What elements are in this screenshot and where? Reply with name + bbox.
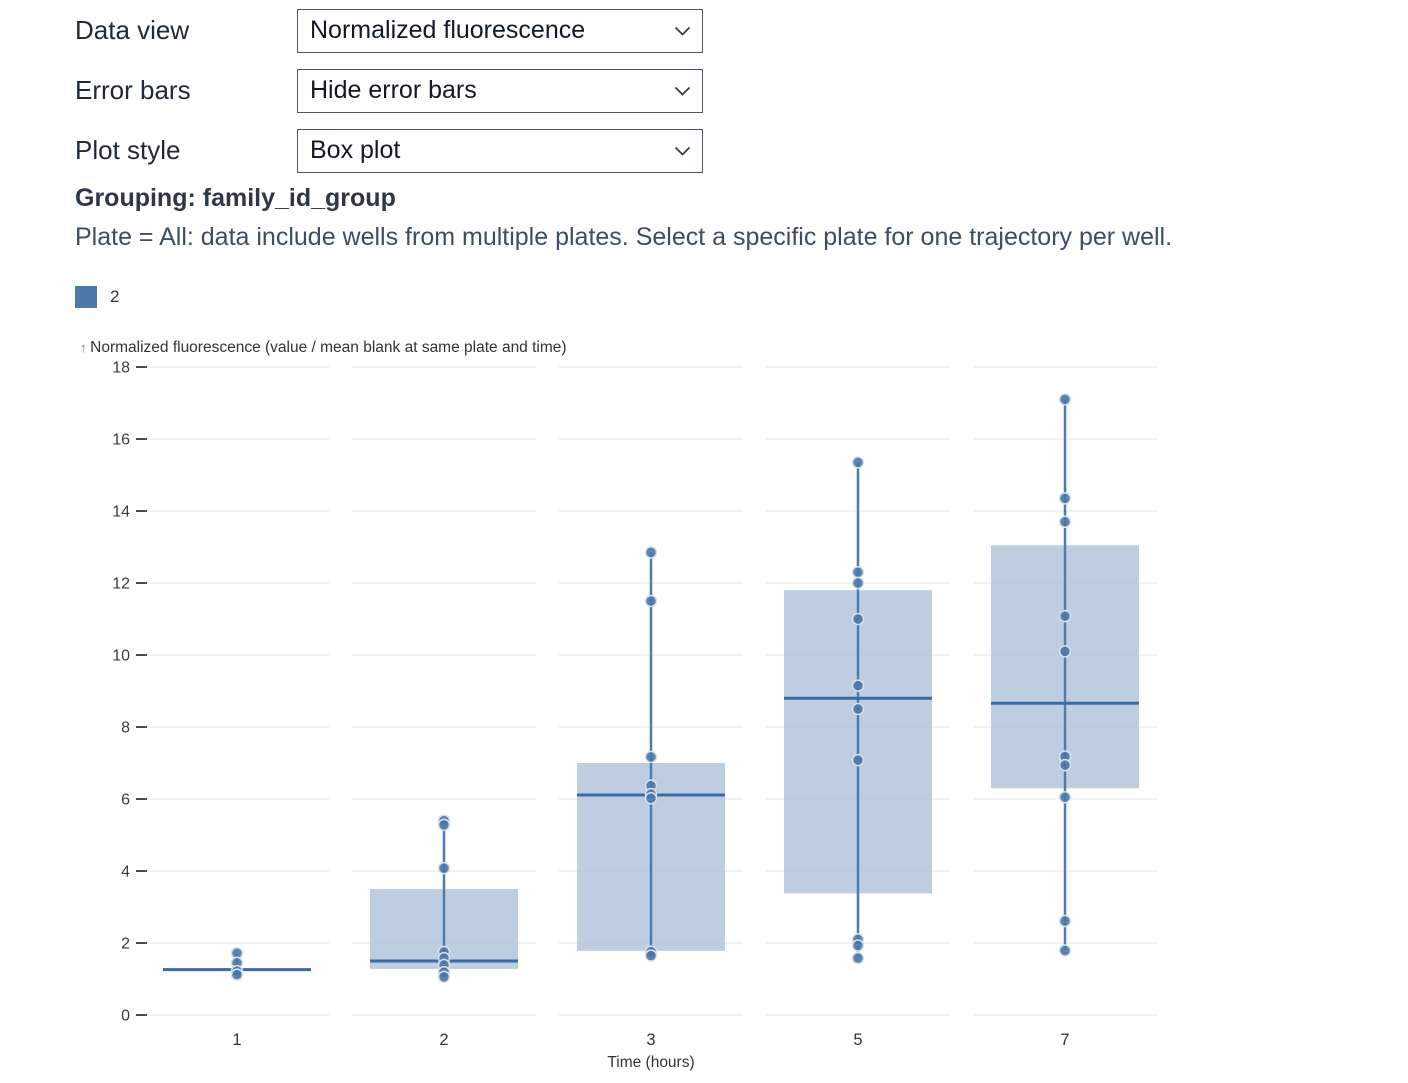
data-point-2 (437, 818, 451, 832)
y-tick-label: 18 (112, 360, 130, 377)
y-tick-label: 0 (121, 1008, 130, 1025)
data-view-label: Data view (75, 15, 190, 45)
data-point-5 (851, 939, 865, 952)
data-point-5 (851, 576, 865, 590)
x-axis-title: Time (hours) (607, 1054, 694, 1071)
y-tick-label: 4 (121, 864, 130, 881)
y-tick-label: 8 (121, 720, 130, 737)
data-point-7 (1058, 758, 1072, 772)
data-point-7 (1058, 944, 1072, 957)
y-tick-label: 14 (112, 504, 130, 521)
data-point-5 (851, 612, 865, 626)
data-point-5 (851, 679, 865, 692)
data-point-3 (644, 949, 658, 962)
x-tick-label: 2 (439, 1031, 448, 1049)
data-point-3 (644, 546, 658, 559)
x-tick-label: 3 (646, 1031, 655, 1049)
data-point-5 (851, 753, 865, 767)
data-point-5 (851, 565, 865, 579)
legend: 2 (75, 286, 119, 308)
data-point-7 (1058, 515, 1072, 529)
legend-label: 2 (110, 287, 120, 306)
data-point-7 (1058, 393, 1072, 406)
plate-note: Plate = All: data include wells from mul… (75, 223, 1173, 251)
data-point-2 (437, 970, 451, 984)
data-point-7 (1058, 609, 1072, 623)
data-point-7 (1058, 645, 1072, 658)
data-point-5 (851, 456, 865, 469)
y-axis-title: ↑ Normalized fluorescence (value / mean … (80, 339, 567, 356)
x-tick-label: 7 (1060, 1031, 1069, 1049)
y-tick-label: 2 (121, 936, 130, 953)
grouping-heading: Grouping: family_id_group (75, 184, 396, 212)
data-point-7 (1058, 492, 1072, 505)
error-bars-label: Error bars (75, 75, 191, 105)
data-point-5 (851, 951, 865, 965)
data-point-5 (851, 702, 865, 716)
boxplot-chart: ↑ Normalized fluorescence (value / mean … (80, 339, 1157, 1071)
data-point-2 (437, 861, 451, 875)
plot-style-select[interactable]: Box plot (297, 129, 703, 173)
data-view-select[interactable]: Normalized fluorescence (297, 9, 703, 53)
data-point-7 (1058, 790, 1072, 804)
error-bars-select[interactable]: Hide error bars (297, 69, 703, 113)
y-tick-label: 16 (112, 432, 130, 449)
data-point-3 (644, 750, 658, 764)
x-tick-label: 5 (853, 1031, 862, 1049)
y-tick-label: 12 (112, 576, 130, 593)
data-point-3 (644, 792, 658, 805)
data-point-3 (644, 594, 658, 608)
plot-style-label: Plot style (75, 135, 181, 165)
data-point-1 (230, 968, 244, 981)
x-tick-label: 1 (232, 1031, 241, 1049)
data-point-7 (1058, 914, 1072, 928)
y-tick-label: 10 (112, 648, 130, 665)
y-tick-label: 6 (121, 792, 130, 809)
legend-swatch (75, 286, 97, 308)
